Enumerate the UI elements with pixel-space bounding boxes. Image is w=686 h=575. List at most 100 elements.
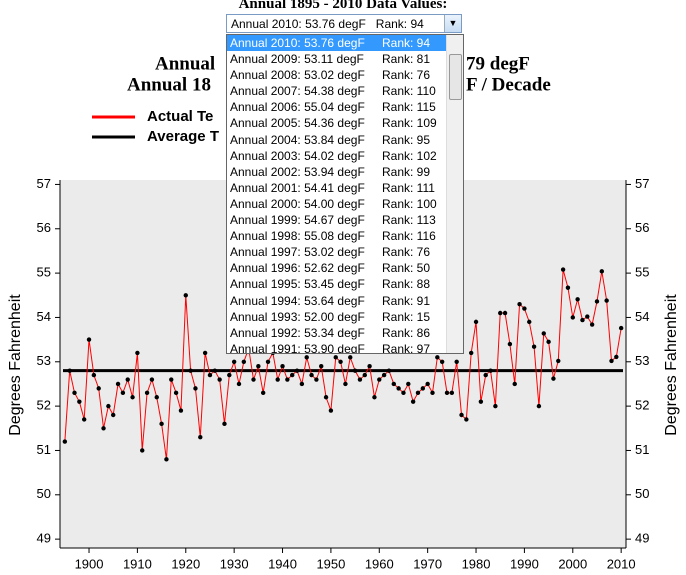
data-point [478, 399, 484, 404]
data-point [280, 364, 285, 369]
option[interactable]: Annual 2002: 53.94 degF Rank: 99 [227, 164, 463, 180]
data-point [435, 355, 440, 360]
x-tick-label: 1920 [171, 556, 200, 571]
data-point [135, 350, 140, 356]
data-point [560, 267, 566, 272]
legend-label: Average T [147, 128, 219, 145]
y-tick-label: 50 [37, 486, 51, 501]
option[interactable]: Annual 1995: 53.45 degF Rank: 88 [227, 276, 463, 292]
option[interactable]: Annual 1997: 53.02 degF Rank: 76 [227, 244, 463, 260]
data-point [348, 355, 353, 360]
data-point [222, 421, 227, 427]
data-point [125, 377, 130, 382]
data-point [565, 285, 571, 290]
x-tick-label: 1950 [316, 556, 345, 571]
data-point [483, 372, 488, 378]
data-point [531, 344, 537, 349]
option-rank: Rank: 115 [382, 100, 436, 115]
dropdown-button[interactable]: ▼ [444, 15, 461, 32]
data-point [319, 364, 324, 369]
data-point [357, 377, 363, 382]
data-point [589, 322, 595, 327]
option[interactable]: Annual 2010: 53.76 degF Rank: 94 [227, 35, 463, 52]
data-point [236, 381, 242, 387]
data-point [522, 306, 527, 311]
data-point [410, 399, 416, 404]
option[interactable]: Annual 2001: 54.41 degF Rank: 111 [227, 180, 463, 196]
title-fragment: F / Decade [466, 74, 551, 95]
option-label: Annual 2005: 54.36 degF [230, 116, 365, 131]
data-point [275, 377, 280, 382]
option-rank: Rank: 86 [382, 325, 431, 340]
option[interactable]: Annual 1999: 54.67 degF Rank: 113 [227, 212, 463, 228]
data-point [556, 358, 561, 364]
scroll-thumb[interactable] [449, 54, 462, 100]
data-point [498, 310, 503, 316]
y2-tick-label: 49 [635, 531, 649, 546]
data-point [507, 341, 513, 347]
option[interactable]: Annual 1994: 53.64 degF Rank: 91 [227, 293, 463, 309]
data-point [299, 381, 305, 387]
option-label: Annual 2000: 54.00 degF [230, 196, 365, 211]
option-label: Annual 1993: 52.00 degF [230, 309, 365, 324]
y2-tick-label: 53 [635, 353, 649, 368]
option[interactable]: Annual 2000: 54.00 degF Rank: 100 [227, 196, 463, 212]
option[interactable]: Annual 1993: 52.00 degF Rank: 15 [227, 309, 463, 325]
option[interactable]: Annual 2003: 54.02 degF Rank: 102 [227, 148, 463, 164]
data-point [130, 395, 135, 400]
option-rank: Rank: 95 [382, 132, 431, 147]
scrollbar[interactable] [446, 35, 463, 353]
option[interactable]: Annual 2004: 53.84 degF Rank: 95 [227, 132, 463, 148]
data-point [570, 315, 575, 320]
option-label: Annual 1994: 53.64 degF [230, 293, 365, 308]
data-point [309, 372, 314, 378]
data-point [304, 355, 309, 360]
y2-axis-label: Degrees Fahrenheit [663, 294, 680, 436]
data-point [333, 355, 338, 360]
option[interactable]: Annual 1992: 53.34 degF Rank: 86 [227, 325, 463, 341]
data-point [454, 359, 459, 364]
option-rank: Rank: 76 [382, 68, 431, 83]
option-label: Annual 2004: 53.84 degF [230, 132, 365, 147]
option-label: Annual 2001: 54.41 degF [230, 180, 365, 195]
data-point [202, 350, 208, 356]
data-point [149, 377, 155, 382]
option-rank: Rank: 88 [382, 277, 431, 292]
data-point [488, 368, 493, 373]
data-point [227, 372, 232, 378]
option[interactable]: Annual 2006: 55.04 degF Rank: 115 [227, 99, 463, 115]
option[interactable]: Annual 1991: 53.90 degF Rank: 97 [227, 341, 463, 353]
data-point [546, 339, 551, 345]
option[interactable]: Annual 2009: 53.11 degF Rank: 81 [227, 51, 463, 67]
data-point [86, 337, 92, 342]
data-point [251, 377, 256, 382]
option-rank: Rank: 116 [382, 229, 436, 244]
data-point [391, 381, 396, 387]
option-label: Annual 1995: 53.45 degF [230, 277, 365, 292]
option[interactable]: Annual 2008: 53.02 degF Rank: 76 [227, 67, 463, 83]
option-rank: Rank: 76 [382, 245, 431, 260]
option[interactable]: Annual 1998: 55.08 degF Rank: 116 [227, 228, 463, 244]
y2-tick-label: 50 [635, 486, 649, 501]
data-line [64, 269, 622, 460]
data-point [536, 403, 542, 409]
data-point [314, 377, 319, 382]
data-point [614, 354, 619, 360]
data-point [106, 403, 111, 409]
y2-tick-label: 55 [635, 265, 649, 280]
option[interactable]: Annual 2005: 54.36 degF Rank: 109 [227, 115, 463, 131]
data-point [609, 358, 614, 364]
header-label: Annual 1895 - 2010 Data Values: [238, 0, 448, 12]
title-fragment: Annual [155, 53, 215, 74]
selected-rank: Rank: 94 [375, 17, 424, 31]
option[interactable]: Annual 1996: 52.62 degF Rank: 50 [227, 260, 463, 276]
data-point [512, 381, 517, 387]
y2-tick-label: 51 [635, 442, 649, 457]
option[interactable]: Annual 2007: 54.38 degF Rank: 110 [227, 83, 463, 99]
select[interactable]: Annual 2010: 53.76 degF Rank: 94 ▼ [226, 14, 462, 33]
option-rank: Rank: 109 [382, 116, 437, 131]
y-tick-label: 57 [37, 176, 51, 191]
data-point [101, 426, 106, 431]
data-point [604, 298, 609, 303]
x-tick-label: 1970 [413, 556, 442, 571]
